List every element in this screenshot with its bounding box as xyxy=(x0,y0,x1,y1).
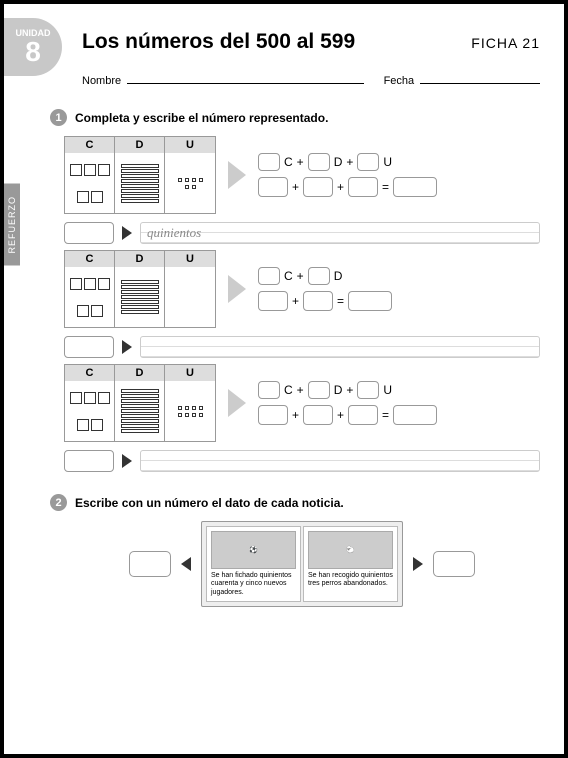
ficha-label: FICHA 21 xyxy=(471,35,540,51)
date-input-line[interactable] xyxy=(420,72,540,84)
cdu-table: C D U xyxy=(64,136,216,214)
side-tab: REFUERZO xyxy=(4,184,20,266)
bullet-2: 2 xyxy=(50,494,67,511)
input-box[interactable] xyxy=(258,291,288,311)
exercise-3: C D U C+ xyxy=(64,364,540,472)
input-box[interactable] xyxy=(64,336,114,358)
cdu-table: C D U xyxy=(64,364,216,442)
equation-row: C+ D+ U xyxy=(258,153,437,171)
cell-d xyxy=(115,267,165,327)
page-title: Los números del 500 al 599 xyxy=(82,30,471,54)
header-c: C xyxy=(65,137,115,153)
exercise-1: C D U C+ xyxy=(64,136,540,244)
input-box[interactable] xyxy=(303,177,333,197)
header-u: U xyxy=(165,137,215,153)
input-box[interactable] xyxy=(357,153,379,171)
unit-number: 8 xyxy=(25,38,41,66)
name-input-line[interactable] xyxy=(127,72,363,84)
header-d: D xyxy=(115,251,165,267)
cell-d xyxy=(115,381,165,441)
cell-c xyxy=(65,267,115,327)
equation-row: + = xyxy=(258,291,392,311)
equation-row: + + = xyxy=(258,405,437,425)
triangle-icon xyxy=(122,454,132,468)
instruction-2: Escribe con un número el dato de cada no… xyxy=(75,496,344,510)
triangle-icon xyxy=(413,557,423,571)
input-box[interactable] xyxy=(258,177,288,197)
input-box[interactable] xyxy=(348,405,378,425)
bullet-1: 1 xyxy=(50,109,67,126)
input-box[interactable] xyxy=(64,450,114,472)
input-box[interactable] xyxy=(258,405,288,425)
equation-row: + + = xyxy=(258,177,437,197)
input-box[interactable] xyxy=(308,267,330,285)
date-label: Fecha xyxy=(384,75,415,87)
cell-u xyxy=(165,267,215,327)
triangle-icon xyxy=(181,557,191,571)
input-box[interactable] xyxy=(258,267,280,285)
input-box[interactable] xyxy=(348,177,378,197)
news-image: 🐑 xyxy=(308,531,393,569)
exercise-2: C D U C+ D xyxy=(64,250,540,358)
equation-row: C+ D+ U xyxy=(258,381,437,399)
input-box[interactable] xyxy=(357,381,379,399)
word-line[interactable] xyxy=(140,450,540,472)
news-row: ⚽ Se han fichado quinientos cuarenta y c… xyxy=(64,521,540,607)
triangle-icon xyxy=(122,226,132,240)
arrow-icon xyxy=(228,275,246,303)
cell-c xyxy=(65,153,115,213)
equation-row: C+ D xyxy=(258,267,392,285)
header-d: D xyxy=(115,365,165,381)
header-d: D xyxy=(115,137,165,153)
cdu-table: C D U xyxy=(64,250,216,328)
input-box[interactable] xyxy=(64,222,114,244)
answer-box[interactable] xyxy=(129,551,171,577)
news-image: ⚽ xyxy=(211,531,296,569)
instruction-1: Completa y escribe el número representad… xyxy=(75,111,328,125)
cell-d xyxy=(115,153,165,213)
header-c: C xyxy=(65,365,115,381)
news-text-1: Se han fichado quinientos cuarenta y cin… xyxy=(211,572,296,597)
input-box[interactable] xyxy=(303,405,333,425)
word-line[interactable] xyxy=(140,336,540,358)
arrow-icon xyxy=(228,161,246,189)
input-box[interactable] xyxy=(393,405,437,425)
input-box[interactable] xyxy=(258,381,280,399)
word-line[interactable]: quinientos xyxy=(140,222,540,244)
cell-u xyxy=(165,381,215,441)
arrow-icon xyxy=(228,389,246,417)
news-text-2: Se han recogido quinientos tres perros a… xyxy=(308,572,393,589)
name-label: Nombre xyxy=(82,75,121,87)
header-u: U xyxy=(165,365,215,381)
cell-u xyxy=(165,153,215,213)
input-box[interactable] xyxy=(258,153,280,171)
unit-badge: UNIDAD 8 xyxy=(4,18,62,76)
input-box[interactable] xyxy=(303,291,333,311)
input-box[interactable] xyxy=(308,381,330,399)
answer-box[interactable] xyxy=(433,551,475,577)
input-box[interactable] xyxy=(393,177,437,197)
input-box[interactable] xyxy=(308,153,330,171)
header-u: U xyxy=(165,251,215,267)
triangle-icon xyxy=(122,340,132,354)
input-box[interactable] xyxy=(348,291,392,311)
cell-c xyxy=(65,381,115,441)
header-c: C xyxy=(65,251,115,267)
newspaper-icon: ⚽ Se han fichado quinientos cuarenta y c… xyxy=(201,521,403,607)
